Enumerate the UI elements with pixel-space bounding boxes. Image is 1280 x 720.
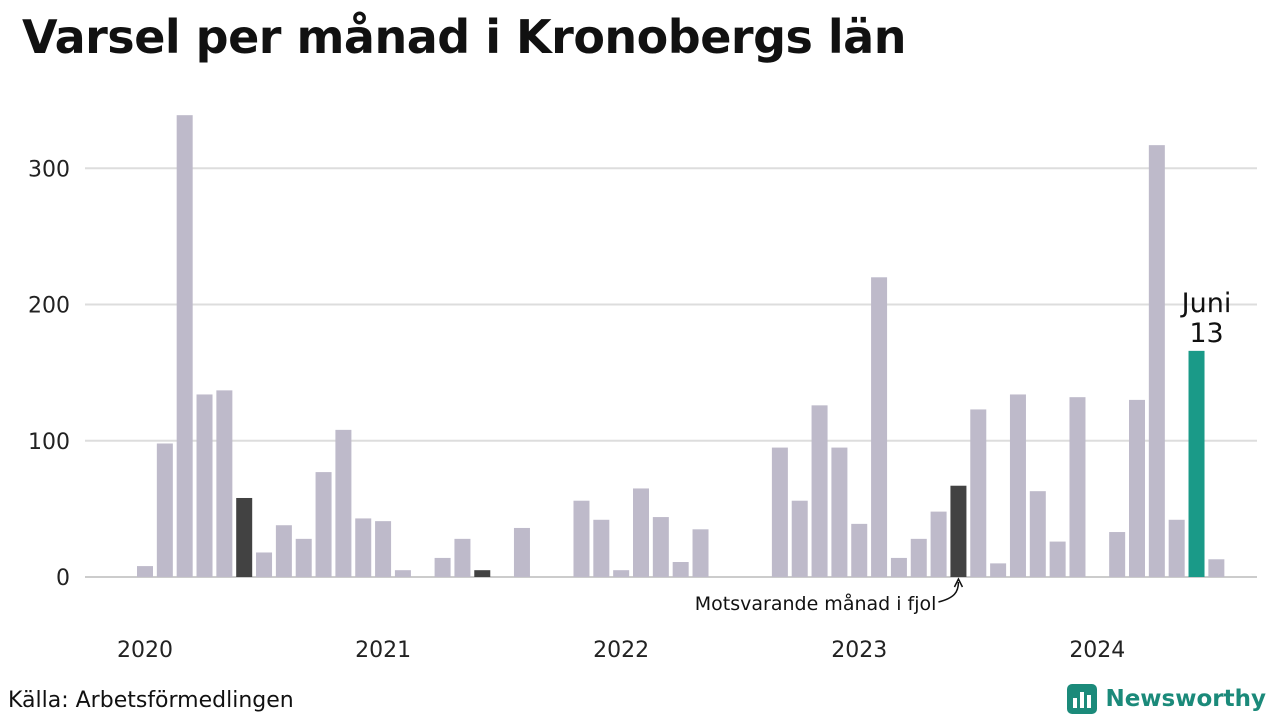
bar: [137, 566, 153, 577]
bar: [811, 405, 828, 577]
chart-title: Varsel per månad i Kronobergs län: [22, 10, 906, 64]
bar: [375, 521, 392, 577]
bar: [1188, 350, 1205, 577]
bar: [394, 570, 411, 577]
bar: [771, 447, 788, 577]
note-arrow-line: [938, 581, 960, 603]
x-tick-label: 2020: [117, 638, 173, 663]
bar: [930, 511, 947, 577]
bar: [573, 500, 590, 577]
x-tick-label: 2024: [1069, 638, 1125, 663]
bar: [1009, 394, 1026, 577]
bar: [196, 394, 213, 577]
bar: [1148, 145, 1165, 577]
bar: [910, 538, 927, 577]
bar: [791, 500, 808, 577]
bar: [1129, 399, 1145, 577]
y-tick-label: 300: [28, 157, 70, 182]
bar: [454, 538, 471, 577]
bar: [1109, 532, 1126, 577]
y-tick-label: 0: [56, 566, 70, 591]
bar: [831, 447, 848, 577]
bar: [871, 277, 888, 577]
x-tick-label: 2021: [355, 638, 411, 663]
current-month-label: Juni: [1180, 288, 1232, 319]
source-note: Källa: Arbetsförmedlingen: [8, 688, 294, 713]
bar: [652, 517, 669, 577]
bar: [1208, 559, 1225, 577]
bar: [593, 519, 610, 577]
bar: [890, 557, 907, 577]
bar: [355, 518, 372, 577]
bar: [216, 390, 233, 577]
bar: [474, 570, 491, 577]
bar: [633, 488, 649, 577]
bar: [851, 523, 868, 577]
note-arrow-head: [953, 577, 964, 588]
bar: [335, 429, 352, 577]
bar: [434, 557, 451, 577]
bar: [1029, 491, 1046, 577]
bar: [990, 563, 1007, 577]
y-tick-label: 200: [28, 294, 70, 319]
bar: [275, 525, 292, 577]
bar: [950, 485, 967, 577]
bar: [236, 497, 253, 577]
bar: [1049, 541, 1066, 577]
bar: [295, 538, 312, 577]
bar: [176, 115, 193, 577]
bar: [156, 443, 173, 577]
bar: [672, 562, 689, 577]
brand-logo: Newsworthy: [1067, 684, 1266, 714]
bar: [613, 570, 630, 577]
x-tick-label: 2022: [593, 638, 649, 663]
bar: [256, 552, 273, 577]
bar: [970, 409, 987, 577]
bar: [513, 527, 530, 577]
x-tick-label: 2023: [831, 638, 887, 663]
bar: [1069, 397, 1086, 577]
same-month-note: Motsvarande månad i fjol: [695, 592, 937, 615]
bar: [315, 472, 332, 577]
bar-chart-logo-icon: [1067, 684, 1098, 714]
y-tick-label: 100: [28, 430, 70, 455]
bar: [692, 529, 709, 577]
current-month-value: 13: [1189, 318, 1223, 349]
bar: [1168, 519, 1185, 577]
brand-name: Newsworthy: [1105, 686, 1266, 712]
